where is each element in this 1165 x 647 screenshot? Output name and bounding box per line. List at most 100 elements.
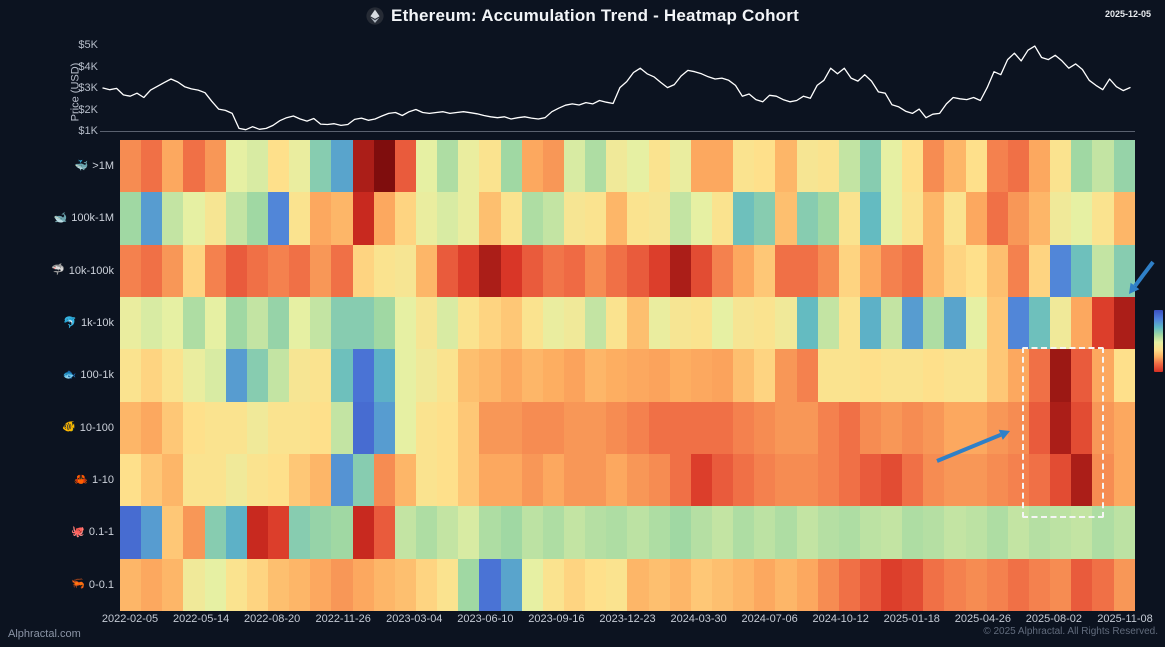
heatmap-cell [817, 244, 839, 297]
price-line [102, 45, 1131, 131]
heatmap-cell [521, 244, 543, 297]
heatmap-cell [711, 297, 734, 350]
heatmap-cell [965, 558, 987, 611]
heatmap-cell [733, 297, 755, 350]
heatmap-cell [902, 506, 924, 559]
heatmap-cell [648, 297, 670, 350]
heatmap-cell [500, 558, 522, 611]
heatmap-cell [225, 297, 247, 350]
heatmap-cell [310, 506, 332, 559]
x-tick-label: 2025-11-08 [1097, 613, 1153, 625]
heatmap-cell [331, 244, 353, 297]
heatmap-cell [479, 401, 501, 454]
heatmap-cell [563, 401, 586, 454]
heatmap-cell [437, 401, 459, 454]
heatmap-cell [162, 558, 184, 611]
cohort-label-0-0.1: 🦐 0-0.1 [0, 559, 114, 611]
heatmap-cell [289, 244, 311, 297]
heatmap-cell [225, 506, 247, 559]
heatmap-cell [120, 244, 142, 297]
heatmap-cell [373, 297, 395, 350]
heatmap-cell [267, 558, 290, 611]
heatmap-cell [711, 401, 734, 454]
heatmap-cell [923, 401, 945, 454]
heatmap-cell [944, 297, 966, 350]
heatmap-cell [838, 454, 860, 507]
heatmap-cell [627, 140, 649, 193]
heatmap-cell [437, 454, 459, 507]
heatmap-cell [627, 297, 649, 350]
heatmap-cell [415, 558, 438, 611]
heatmap-cell [310, 454, 332, 507]
heatmap-cell [246, 297, 268, 350]
heatmap-cell [690, 506, 712, 559]
heatmap-cell [500, 401, 522, 454]
color-scale-bar [1154, 310, 1163, 372]
heatmap-cell [415, 401, 438, 454]
heatmap-cell [585, 506, 607, 559]
heatmap-cell [902, 349, 924, 402]
heatmap-cell [944, 558, 966, 611]
heatmap-cell [944, 401, 966, 454]
heatmap-cell [838, 244, 860, 297]
cohort-label-text: 0.1-1 [88, 526, 114, 539]
heatmap-cell [542, 349, 564, 402]
price-axis-baseline [100, 131, 1135, 132]
heatmap-cell [246, 401, 268, 454]
heatmap-cell [923, 192, 945, 245]
heatmap-cell [733, 192, 755, 245]
price-ytick: $1K [78, 125, 98, 137]
heatmap-cell [669, 192, 691, 245]
heatmap-cell [711, 244, 734, 297]
heatmap-cell [733, 558, 755, 611]
heatmap-cell [648, 192, 670, 245]
heatmap-row-0.1-1 [120, 506, 1135, 559]
heatmap-cell [246, 192, 268, 245]
heatmap-cell [585, 244, 607, 297]
x-tick-label: 2022-11-26 [315, 613, 371, 625]
heatmap-cell [1050, 192, 1072, 245]
heatmap-cell [373, 140, 395, 193]
heatmap-cell [246, 244, 268, 297]
heatmap-cell [394, 454, 416, 507]
heatmap-cell [310, 244, 332, 297]
heatmap-cell [521, 192, 543, 245]
heatmap-cell [817, 297, 839, 350]
heatmap-cell [500, 454, 522, 507]
cohort-label-text: 1k-10k [80, 317, 114, 330]
heatmap-cell [711, 192, 734, 245]
heatmap-cell [902, 297, 924, 350]
price-ytick: $3K [78, 82, 98, 94]
heatmap-cell [881, 558, 903, 611]
heatmap-cell [775, 244, 797, 297]
heatmap-cell [1071, 244, 1093, 297]
heatmap-cell [246, 140, 268, 193]
heatmap-cell [289, 349, 311, 402]
heatmap-cell [437, 349, 459, 402]
heatmap-cell [500, 192, 522, 245]
heatmap-cell [246, 558, 268, 611]
heatmap-cell [394, 558, 416, 611]
heatmap-cell [965, 349, 987, 402]
heatmap-cell [521, 401, 543, 454]
heatmap-cell [669, 140, 691, 193]
heatmap-cell [542, 454, 564, 507]
x-tick-label: 2023-12-23 [599, 613, 656, 625]
heatmap-cell [923, 454, 945, 507]
heatmap-cell [289, 192, 311, 245]
heatmap-cell [437, 140, 459, 193]
heatmap-cell [437, 558, 459, 611]
x-tick-label: 2025-01-18 [883, 613, 940, 625]
heatmap-cell [479, 297, 501, 350]
heatmap-cell [162, 454, 184, 507]
heatmap-cell [310, 401, 332, 454]
heatmap-cell [310, 297, 332, 350]
heatmap-cell [458, 401, 480, 454]
heatmap-cell [1071, 558, 1093, 611]
heatmap-cell [923, 349, 945, 402]
cohort-animal-icon: 🦀 [74, 473, 88, 486]
heatmap-cell [775, 401, 797, 454]
heatmap-cell [331, 140, 353, 193]
heatmap-cell [648, 140, 670, 193]
heatmap-cell [141, 454, 163, 507]
